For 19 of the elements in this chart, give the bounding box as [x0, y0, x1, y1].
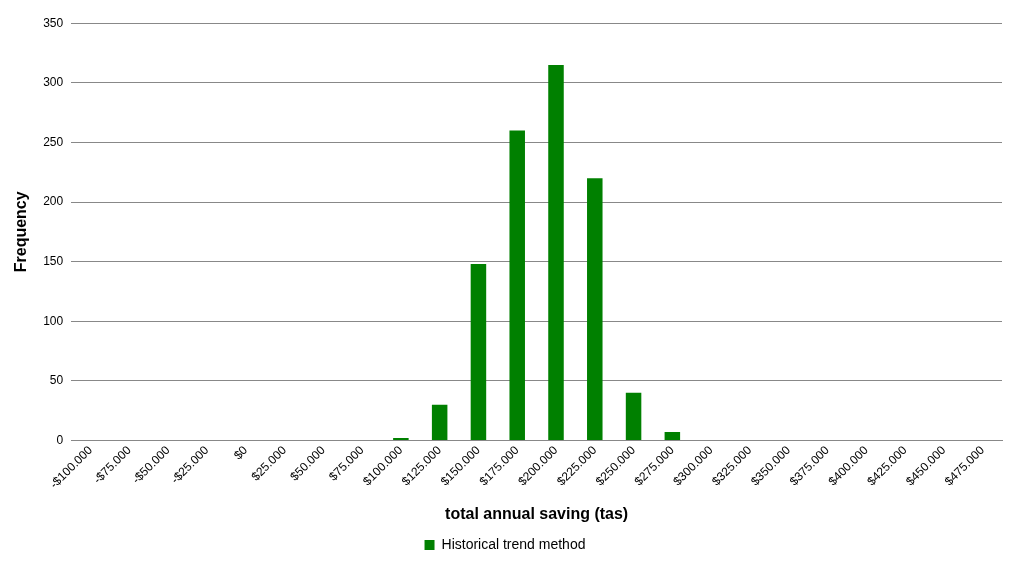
y-tick-label: 300 [43, 75, 64, 90]
y-tick-label: 200 [43, 194, 64, 209]
x-tick-label: $0 [230, 442, 251, 463]
bar [431, 404, 448, 440]
y-tick-label: 250 [43, 134, 64, 149]
y-tick-label: 50 [49, 373, 64, 388]
bar [509, 130, 525, 440]
bar [664, 432, 681, 440]
bar [548, 64, 564, 440]
y-axis-title: Frequency [12, 191, 30, 273]
x-axis-title: total annual saving (tas) [445, 504, 629, 522]
bar [587, 178, 603, 440]
legend-label: Historical trend method [441, 535, 586, 552]
bar [470, 263, 487, 440]
y-tick-label: 100 [43, 313, 64, 328]
bar [625, 392, 642, 440]
y-tick-label: 0 [56, 432, 64, 447]
y-tick-label: 150 [43, 253, 64, 268]
y-tick-label: 350 [43, 15, 64, 30]
